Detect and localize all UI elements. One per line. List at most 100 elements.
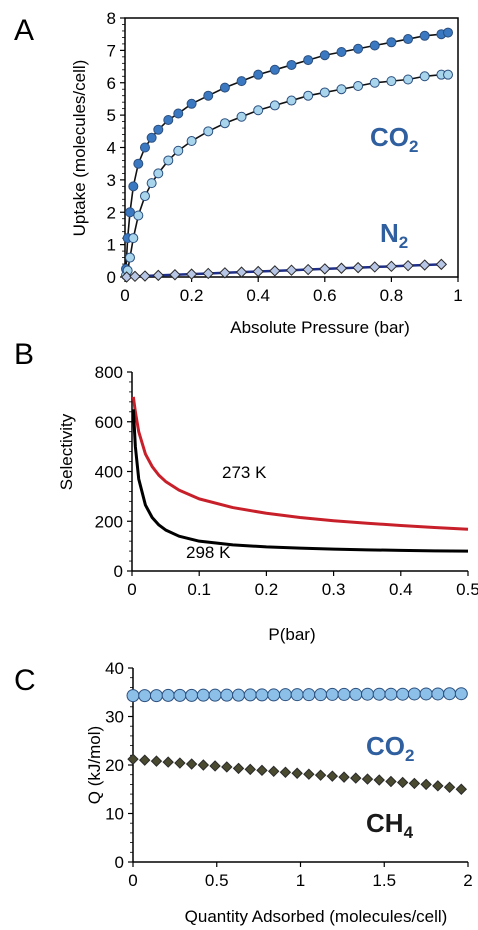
panel-c-y-axis-label: Q (kJ/mol) xyxy=(85,726,104,804)
panel-a-series-2-point xyxy=(219,267,231,279)
panel-a-y-tick-label: 1 xyxy=(107,236,116,255)
panel-c-series-1-point xyxy=(150,755,163,767)
panel-a-series-0-point xyxy=(146,132,157,143)
panel-c-series-1-point xyxy=(139,754,151,766)
panel-a-series-2-point xyxy=(129,270,141,283)
panel-label-a: A xyxy=(14,14,34,47)
panel-a-y-tick-label: 6 xyxy=(107,74,116,93)
panel-a-series-0-point xyxy=(419,30,430,41)
panel-c-series-0-point xyxy=(349,687,363,701)
panel-c-series-0-point xyxy=(173,688,187,702)
panel-c-series-0-point xyxy=(185,688,199,702)
panel-c-series-1-point xyxy=(209,760,221,772)
panel-b-x-tick-label: 0.3 xyxy=(322,580,346,599)
panel-a-series-0-point xyxy=(403,34,414,45)
panel-c-series-1-point xyxy=(338,771,350,783)
panel-c-series-1-point xyxy=(291,767,303,779)
panel-c-series-1-point xyxy=(279,766,292,778)
panel-c-series-1-point xyxy=(350,772,362,784)
panel-a-series-1-point xyxy=(153,168,164,179)
panel-c-series-0-point xyxy=(208,688,222,702)
panel-b-y-tick-label: 600 xyxy=(95,413,123,432)
panel-a-series-0-point xyxy=(124,207,135,218)
panel-b-y-axis-label: Selectivity xyxy=(57,413,76,490)
panel-a-y-tick-label: 7 xyxy=(107,41,116,60)
panel-a-n2-annotation: N2 xyxy=(380,218,408,252)
panel-c-y-tick-label: 30 xyxy=(105,708,124,727)
panel-a-y-tick-label: 2 xyxy=(107,203,116,222)
panel-a-series-0-point xyxy=(386,37,397,48)
panel-a-series-2-point xyxy=(152,269,165,282)
panel-a-series-1-point xyxy=(128,233,139,244)
panel-c-y-tick-label: 40 xyxy=(105,659,124,678)
panel-c-series-0-point xyxy=(196,688,210,702)
panel-c-series-0-point xyxy=(372,687,386,701)
panel-c-series-1-point xyxy=(396,776,409,789)
panel-a-x-tick-label: 0 xyxy=(120,286,129,305)
panel-c-series-1-point xyxy=(197,759,210,771)
panel-a-series-0-point xyxy=(133,158,144,169)
panel-a-series-1-point xyxy=(386,76,397,87)
panel-a-series-2-point xyxy=(319,263,331,275)
panel-c-series-1-point xyxy=(185,758,198,770)
panel-b-chart: 0 200 400 600 800 0 0.1 0.2 0.3 0.4 0.5 P(bar) Se… xyxy=(57,363,478,644)
panel-a-series-0-point xyxy=(369,40,380,51)
panel-c-series-0-point xyxy=(337,687,351,701)
panel-c-series-1-point xyxy=(408,777,421,790)
panel-c-series-0-point xyxy=(267,688,281,702)
panel-a-series-1-point xyxy=(236,111,247,122)
panel-a-series-2-point xyxy=(435,258,448,271)
panel-a-y-tick-label: 4 xyxy=(107,139,116,158)
panel-c-series-1-point xyxy=(432,780,444,792)
panel-a-series-1-point xyxy=(219,118,230,129)
panel-a-series-2-point xyxy=(269,265,281,277)
panel-a-series-0-point xyxy=(443,27,454,38)
panel-c-series-1-point xyxy=(361,773,374,785)
panel-c-chart: 0 10 20 30 40 0 0.5 1 1.5 2 Quantity Adsorbed (m… xyxy=(85,659,473,926)
panel-c-series-1-point xyxy=(385,775,397,788)
panel-a-series-0-point xyxy=(128,181,139,192)
panel-a-series-0-point xyxy=(219,82,230,93)
panel-a-series-1-point xyxy=(186,136,197,147)
panel-b-y-tick-label: 0 xyxy=(114,562,123,581)
panel-a-y-tick-label: 3 xyxy=(107,171,116,190)
panel-b-298k-annotation: 298 K xyxy=(186,543,231,562)
panel-c-series-0-point xyxy=(325,687,339,701)
panel-a-series-1-point xyxy=(124,252,135,263)
panel-c-y-tick-label: 10 xyxy=(105,805,124,824)
panel-c-series-0-point xyxy=(220,688,234,702)
panel-a-series-1-point xyxy=(133,210,144,221)
panel-b-x-tick-label: 0.1 xyxy=(187,580,211,599)
panel-c-series-1-point xyxy=(373,774,385,786)
panel-a-series-0-point xyxy=(186,98,197,109)
panel-c-series-0-point xyxy=(407,687,421,701)
panel-a-y-tick-label: 8 xyxy=(107,9,116,28)
panel-a-series-0-point xyxy=(153,124,164,135)
panel-a-series-1-point xyxy=(286,95,297,106)
panel-a-series-2-point xyxy=(385,260,398,273)
panel-a-series-2-point xyxy=(285,264,298,276)
panel-a-y-tick-label: 0 xyxy=(107,268,116,287)
panel-c-series-0-point xyxy=(161,688,175,702)
panel-a-series-0-point xyxy=(203,90,214,101)
panel-c-series-1-point xyxy=(244,763,256,776)
panel-a-series-0-point xyxy=(353,43,364,54)
panel-c-series-1-point xyxy=(267,765,280,778)
panel-c-x-axis-label: Quantity Adsorbed (molecules/cell) xyxy=(185,907,448,926)
panel-b-series-1-line xyxy=(131,409,469,553)
panel-a-series-0-point xyxy=(303,55,314,66)
panel-c-x-tick-label: 1.5 xyxy=(372,871,396,890)
panel-c-x-tick-label: 0.5 xyxy=(205,871,229,890)
panel-c-series-1-point xyxy=(232,762,245,775)
panel-b-x-tick-label: 0.2 xyxy=(255,580,279,599)
panel-b-x-tick-label: 0.4 xyxy=(389,580,413,599)
panel-a-chart: 0 1 2 3 4 5 6 7 8 0 0.2 0.4 0.6 0.8 1 Absolute Pressu… xyxy=(70,9,463,337)
panel-a-series-1-point xyxy=(163,155,174,166)
panel-a-series-2-point xyxy=(369,261,381,273)
panel-c-series-0-point xyxy=(384,687,398,701)
panel-a-series-1-point xyxy=(269,100,280,111)
panel-a-series-0-point xyxy=(173,108,184,119)
panel-a-series-0-point xyxy=(236,76,247,87)
panel-a-x-tick-label: 0.2 xyxy=(180,286,204,305)
